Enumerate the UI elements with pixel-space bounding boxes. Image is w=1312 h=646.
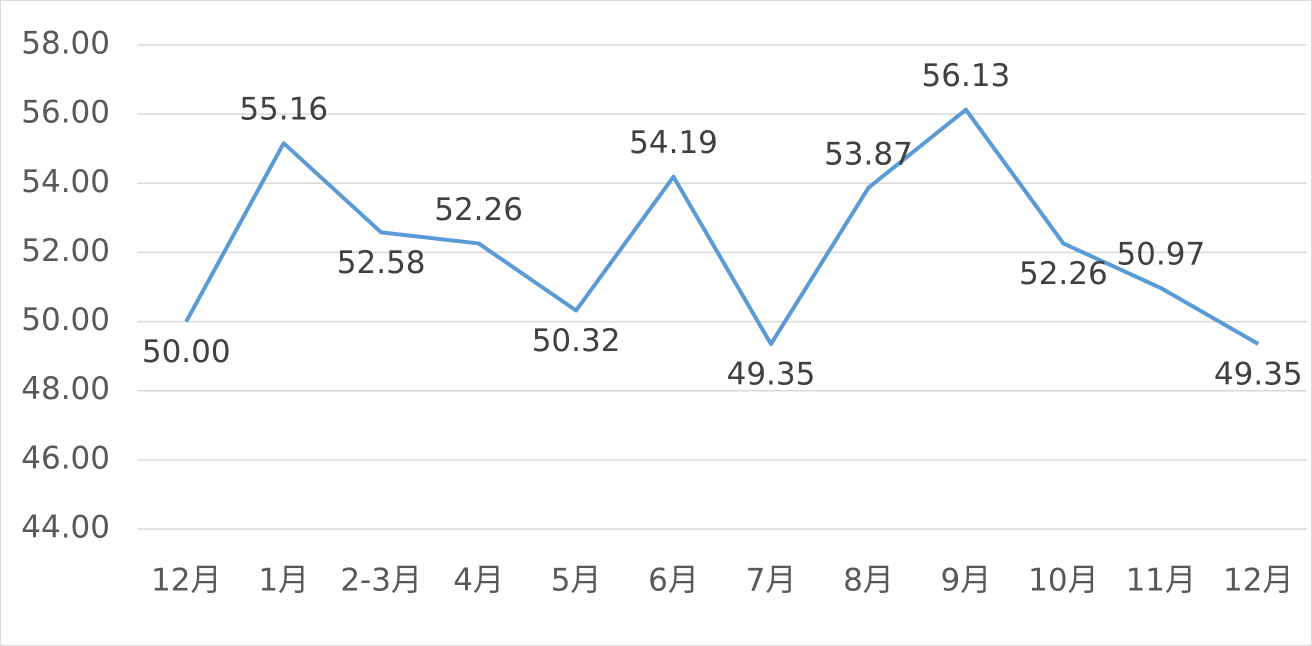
x-tick-label: 5月 bbox=[551, 563, 602, 599]
data-label: 52.26 bbox=[434, 192, 523, 228]
y-tick-label: 54.00 bbox=[21, 164, 110, 200]
data-label: 55.16 bbox=[239, 92, 328, 128]
data-label: 49.35 bbox=[727, 357, 816, 393]
x-tick-label: 9月 bbox=[941, 563, 992, 599]
x-tick-label: 11月 bbox=[1126, 563, 1196, 599]
data-label: 52.58 bbox=[337, 245, 426, 281]
y-tick-label: 44.00 bbox=[21, 510, 110, 546]
x-tick-label: 12月 bbox=[1223, 563, 1293, 599]
y-tick-label: 50.00 bbox=[21, 302, 110, 338]
data-label: 49.35 bbox=[1214, 357, 1303, 393]
x-tick-label: 8月 bbox=[843, 563, 894, 599]
x-tick-label: 12月 bbox=[151, 563, 221, 599]
data-label: 53.87 bbox=[824, 136, 913, 172]
data-label: 50.32 bbox=[532, 323, 621, 359]
y-tick-label: 56.00 bbox=[21, 95, 110, 131]
data-label: 52.26 bbox=[1019, 256, 1108, 292]
x-tick-label: 4月 bbox=[453, 563, 504, 599]
y-tick-label: 52.00 bbox=[21, 233, 110, 269]
y-tick-label: 46.00 bbox=[21, 440, 110, 476]
x-tick-label: 2-3月 bbox=[340, 563, 422, 599]
line bbox=[184, 107, 1260, 347]
x-tick-label: 10月 bbox=[1028, 563, 1098, 599]
data-label: 50.00 bbox=[142, 334, 231, 370]
x-tick-label: 6月 bbox=[648, 563, 699, 599]
y-tick-label: 48.00 bbox=[21, 371, 110, 407]
data-label: 54.19 bbox=[629, 125, 718, 161]
y-tick-label: 58.00 bbox=[21, 26, 110, 62]
x-tick-label: 1月 bbox=[258, 563, 309, 599]
x-tick-label: 7月 bbox=[746, 563, 797, 599]
data-label: 50.97 bbox=[1116, 237, 1205, 273]
data-label: 56.13 bbox=[922, 58, 1011, 94]
